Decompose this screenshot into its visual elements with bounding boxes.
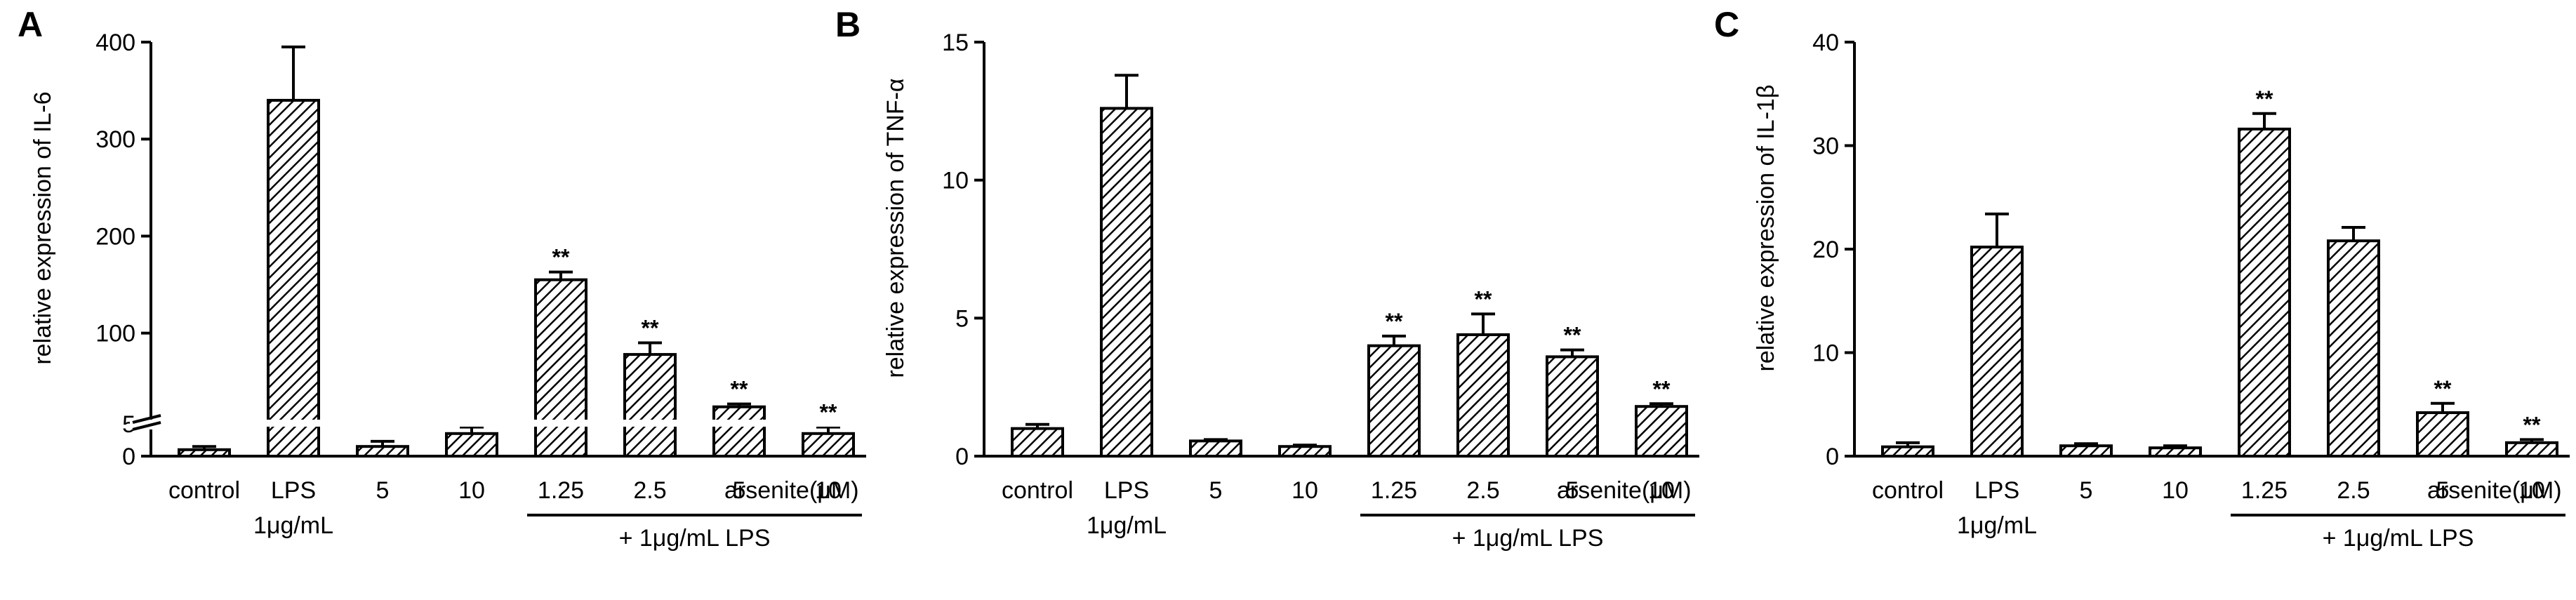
bar: [2149, 446, 2202, 458]
group-label: + 1μg/mL LPS: [619, 525, 771, 552]
y-tick-label: 5: [955, 305, 969, 332]
x-tick-label: 1.25: [538, 477, 584, 504]
x-tick-label: 10: [458, 477, 485, 504]
significance-marker: **: [2523, 412, 2541, 437]
bar: [2416, 411, 2469, 458]
bar: [1189, 439, 1242, 458]
significance-marker: **: [642, 316, 659, 341]
bar: [2505, 441, 2558, 458]
bar: [1546, 355, 1599, 458]
lps-dose-label: 1μg/mL: [253, 512, 333, 539]
x-tick-label: control: [1872, 477, 1944, 504]
significance-marker: **: [2434, 376, 2452, 401]
y-tick-label: 0: [1826, 444, 1839, 470]
bar: [1881, 445, 1934, 458]
x-tick-label: 10: [2518, 477, 2545, 504]
x-tick-label: LPS: [271, 477, 316, 504]
y-tick-label: 400: [95, 29, 135, 56]
y-axis-label: relative expression of IL-1β: [1753, 85, 1779, 372]
y-tick-label: 30: [1812, 133, 1839, 160]
panel-letter: A: [18, 5, 43, 44]
x-axis-unit-label: arsenite(μM): [1557, 477, 1692, 504]
lps-dose-label: 1μg/mL: [1957, 512, 2037, 539]
bar: [802, 432, 855, 458]
bar: [1100, 107, 1153, 458]
x-tick-label: LPS: [1104, 477, 1149, 504]
group-label: + 1μg/mL LPS: [1452, 525, 1604, 552]
x-tick-label: LPS: [1974, 477, 2019, 504]
y-tick-label: 40: [1812, 29, 1839, 56]
x-tick-label: 10: [2162, 477, 2189, 504]
bar: [267, 98, 320, 458]
x-tick-label: 5: [1566, 477, 1579, 504]
y-tick-label: 15: [942, 29, 969, 56]
x-tick-label: 1.25: [1371, 477, 1417, 504]
lps-dose-label: 1μg/mL: [1087, 512, 1167, 539]
x-tick-label: 2.5: [1466, 477, 1499, 504]
x-tick-label: 5: [2080, 477, 2093, 504]
panel-letter: C: [1714, 5, 1739, 44]
y-tick-label: 10: [1812, 340, 1839, 367]
bar: [1456, 333, 1510, 458]
x-tick-label: 10: [1292, 477, 1318, 504]
bar: [1635, 405, 1688, 458]
significance-marker: **: [1386, 309, 1403, 334]
bar: [1970, 246, 2024, 458]
bar: [2327, 239, 2380, 458]
bar: [1367, 344, 1421, 458]
y-axis-label: relative expression of TNF-α: [882, 78, 909, 378]
group-label: + 1μg/mL LPS: [2323, 525, 2474, 552]
significance-marker: **: [1653, 376, 1671, 401]
x-tick-label: 10: [1648, 477, 1675, 504]
x-tick-label: 1.25: [2241, 477, 2288, 504]
y-tick-label: 10: [942, 168, 969, 194]
y-tick-label: 0: [122, 444, 135, 470]
bar: [1011, 427, 1064, 458]
significance-marker: **: [2256, 86, 2273, 112]
y-tick-label: 200: [95, 223, 135, 250]
bar: [2059, 444, 2113, 458]
y-tick-label: 20: [1812, 236, 1839, 263]
x-tick-label: 10: [815, 477, 842, 504]
x-tick-label: 5: [2436, 477, 2450, 504]
bar: [623, 353, 677, 458]
x-tick-label: 5: [376, 477, 390, 504]
y-axis-label: relative expression of IL-6: [29, 91, 56, 364]
chart-panel-a: A 0 5 100 200 300 400 relative expression of IL…: [18, 5, 868, 552]
bar-break-gap: [165, 420, 868, 427]
bar: [534, 278, 587, 458]
significance-marker: **: [1475, 286, 1492, 312]
x-axis-unit-label: arsenite(μM): [724, 477, 859, 504]
x-tick-label: 5: [733, 477, 746, 504]
axis-break-mark: [132, 421, 161, 431]
y-tick-label: 5: [122, 411, 135, 438]
bar: [445, 432, 498, 458]
y-tick-label: 100: [95, 321, 135, 347]
x-tick-label: 2.5: [633, 477, 666, 504]
x-tick-label: 2.5: [2337, 477, 2370, 504]
bar: [712, 405, 766, 458]
chart-panel-b: B 0 5 10 15 relative expression of TNF-α ** ** *…: [835, 5, 1699, 552]
x-axis-unit-label: arsenite(μM): [2427, 477, 2562, 504]
chart-panel-c: C 0 10 20 30 40 relative expression of IL-1β **…: [1714, 5, 2570, 552]
bar: [2238, 127, 2291, 458]
x-tick-label: 5: [1209, 477, 1223, 504]
significance-marker: **: [1564, 323, 1581, 348]
bar: [178, 448, 231, 458]
y-tick-label: 0: [955, 444, 969, 470]
axis-break-mark: [132, 414, 161, 424]
x-tick-label: control: [168, 477, 240, 504]
y-tick-label: 300: [95, 126, 135, 153]
significance-marker: **: [731, 377, 748, 402]
panel-letter: B: [835, 5, 861, 44]
bar: [1278, 445, 1332, 458]
bar: [356, 445, 409, 458]
significance-marker: **: [552, 245, 570, 270]
x-tick-label: control: [1002, 477, 1073, 504]
